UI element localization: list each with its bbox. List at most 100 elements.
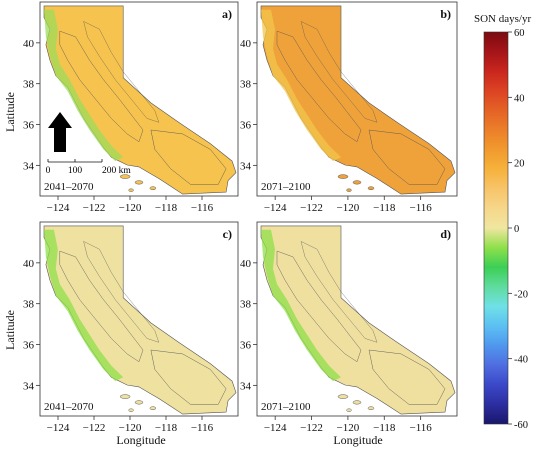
island bbox=[352, 400, 362, 405]
xlabel-left: Longitude bbox=[116, 433, 165, 447]
y-tick-label: 34 bbox=[23, 160, 35, 172]
colorbar: SON days/yr 60 40 20 0 -20 -40 -60 bbox=[474, 13, 531, 431]
ylabel-bottom: Latitude bbox=[3, 310, 17, 350]
desert-region bbox=[150, 349, 227, 405]
coastal-region bbox=[44, 229, 124, 382]
x-tick-label: −118 bbox=[155, 202, 178, 214]
island bbox=[119, 174, 131, 179]
x-tick-label: −120 bbox=[119, 202, 142, 214]
panel-letter: d) bbox=[440, 227, 451, 241]
y-tick-label: 38 bbox=[23, 299, 35, 311]
period-label: 2041–2070 bbox=[44, 181, 94, 193]
island bbox=[128, 408, 134, 412]
x-tick-label: −116 bbox=[191, 202, 214, 214]
island bbox=[149, 406, 157, 411]
ylabel-top: Latitude bbox=[3, 92, 17, 132]
sierra-region bbox=[300, 20, 378, 123]
x-tick-label: −116 bbox=[409, 202, 432, 214]
map-panel-a: a) 2041–2070 −124 −122 −120 −118 −116 40 38 36 34 bbox=[23, 1, 239, 214]
y-tick-label: 34 bbox=[240, 380, 252, 392]
scale-bar-label: 200 km bbox=[102, 166, 131, 176]
panel-frame bbox=[256, 221, 458, 417]
map-panels: a)2041–2070−124 −122 −120 −118 −11640383634b… bbox=[23, 1, 458, 434]
colorbar-tick-label: 20 bbox=[514, 159, 525, 170]
y-tick-label: 38 bbox=[240, 79, 252, 91]
sierra-region bbox=[83, 20, 160, 123]
panel-letter: a) bbox=[222, 7, 232, 21]
y-tick-label: 34 bbox=[23, 380, 35, 392]
island bbox=[346, 408, 352, 412]
island bbox=[352, 180, 362, 185]
central-valley-region bbox=[276, 250, 362, 363]
x-tick-label: −116 bbox=[409, 422, 432, 434]
y-tick-label: 40 bbox=[240, 38, 252, 50]
island bbox=[119, 394, 131, 399]
central-valley-region bbox=[59, 250, 144, 363]
y-tick-label: 36 bbox=[23, 340, 35, 352]
colorbar-tick-label: -60 bbox=[514, 420, 528, 431]
scale-bar-label: 0 bbox=[46, 166, 51, 176]
island bbox=[367, 186, 375, 191]
colorbar-scale bbox=[483, 31, 509, 425]
y-tick-label: 34 bbox=[240, 160, 252, 172]
period-label: 2071–2100 bbox=[261, 401, 311, 413]
central-valley-region bbox=[276, 30, 362, 143]
map-panel-c: c) 2041–2070 −124 −122 −120 −118 −116 40 38 36 34 bbox=[23, 221, 239, 434]
colorbar-title: SON days/yr bbox=[474, 13, 531, 25]
colorbar-ticks: 60 40 20 0 -20 -40 -60 bbox=[508, 28, 528, 431]
x-tick-label: −122 bbox=[83, 202, 106, 214]
panel-frame bbox=[39, 1, 239, 197]
y-tick-label: 38 bbox=[23, 79, 35, 91]
island bbox=[134, 400, 144, 405]
coastal-region bbox=[44, 9, 124, 162]
x-tick-label: −120 bbox=[337, 202, 360, 214]
island bbox=[337, 174, 349, 179]
island bbox=[367, 406, 375, 411]
state-outline bbox=[260, 5, 456, 195]
period-label: 2071–2100 bbox=[261, 181, 311, 193]
sierra-region bbox=[300, 240, 378, 343]
panel-letter: b) bbox=[440, 7, 451, 21]
x-tick-label: −120 bbox=[119, 422, 142, 434]
island bbox=[149, 186, 157, 191]
x-tick-label: −124 bbox=[47, 202, 70, 214]
y-tick-label: 40 bbox=[23, 258, 35, 270]
x-tick-label: −120 bbox=[337, 422, 360, 434]
x-tick-label: −116 bbox=[191, 422, 214, 434]
sierra-region bbox=[83, 240, 160, 343]
colorbar-tick-label: 0 bbox=[514, 224, 519, 235]
island bbox=[337, 394, 349, 399]
coastal-region bbox=[261, 229, 341, 382]
panel-letter: c) bbox=[223, 227, 232, 241]
map-panel-d: d) 2071–2100 −124 −122 −120 −118 −116 40 38 36 34 bbox=[240, 221, 458, 434]
y-tick-label: 36 bbox=[240, 120, 252, 132]
island bbox=[346, 188, 352, 192]
x-tick-label: −124 bbox=[264, 202, 287, 214]
x-tick-label: −122 bbox=[300, 202, 323, 214]
island bbox=[128, 188, 134, 192]
state-outline bbox=[43, 225, 237, 415]
coastal-region bbox=[261, 9, 341, 162]
y-tick-label: 40 bbox=[23, 38, 35, 50]
y-tick-label: 36 bbox=[240, 340, 252, 352]
x-tick-label: −122 bbox=[300, 422, 323, 434]
y-tick-label: 36 bbox=[23, 120, 35, 132]
desert-region bbox=[150, 129, 227, 185]
panel-frame bbox=[39, 221, 239, 417]
colorbar-tick-label: -40 bbox=[514, 355, 528, 366]
scale-bar: 0 100 200 km bbox=[46, 159, 131, 176]
map-panel-b: b) 2071–2100 −124 −122 −120 −118 −116 40 38 36 34 bbox=[240, 1, 458, 214]
colorbar-tick-label: 40 bbox=[514, 93, 525, 104]
x-tick-label: −118 bbox=[373, 202, 396, 214]
xlabel-right: Longitude bbox=[333, 433, 382, 447]
colorbar-tick-label: 60 bbox=[514, 28, 525, 39]
x-tick-label: −124 bbox=[47, 422, 70, 434]
x-tick-label: −122 bbox=[83, 422, 106, 434]
state-outline bbox=[43, 5, 237, 195]
island bbox=[134, 180, 144, 185]
x-tick-label: −124 bbox=[264, 422, 287, 434]
scale-bar-label: 100 bbox=[68, 166, 83, 176]
y-tick-label: 38 bbox=[240, 299, 252, 311]
desert-region bbox=[368, 349, 446, 405]
